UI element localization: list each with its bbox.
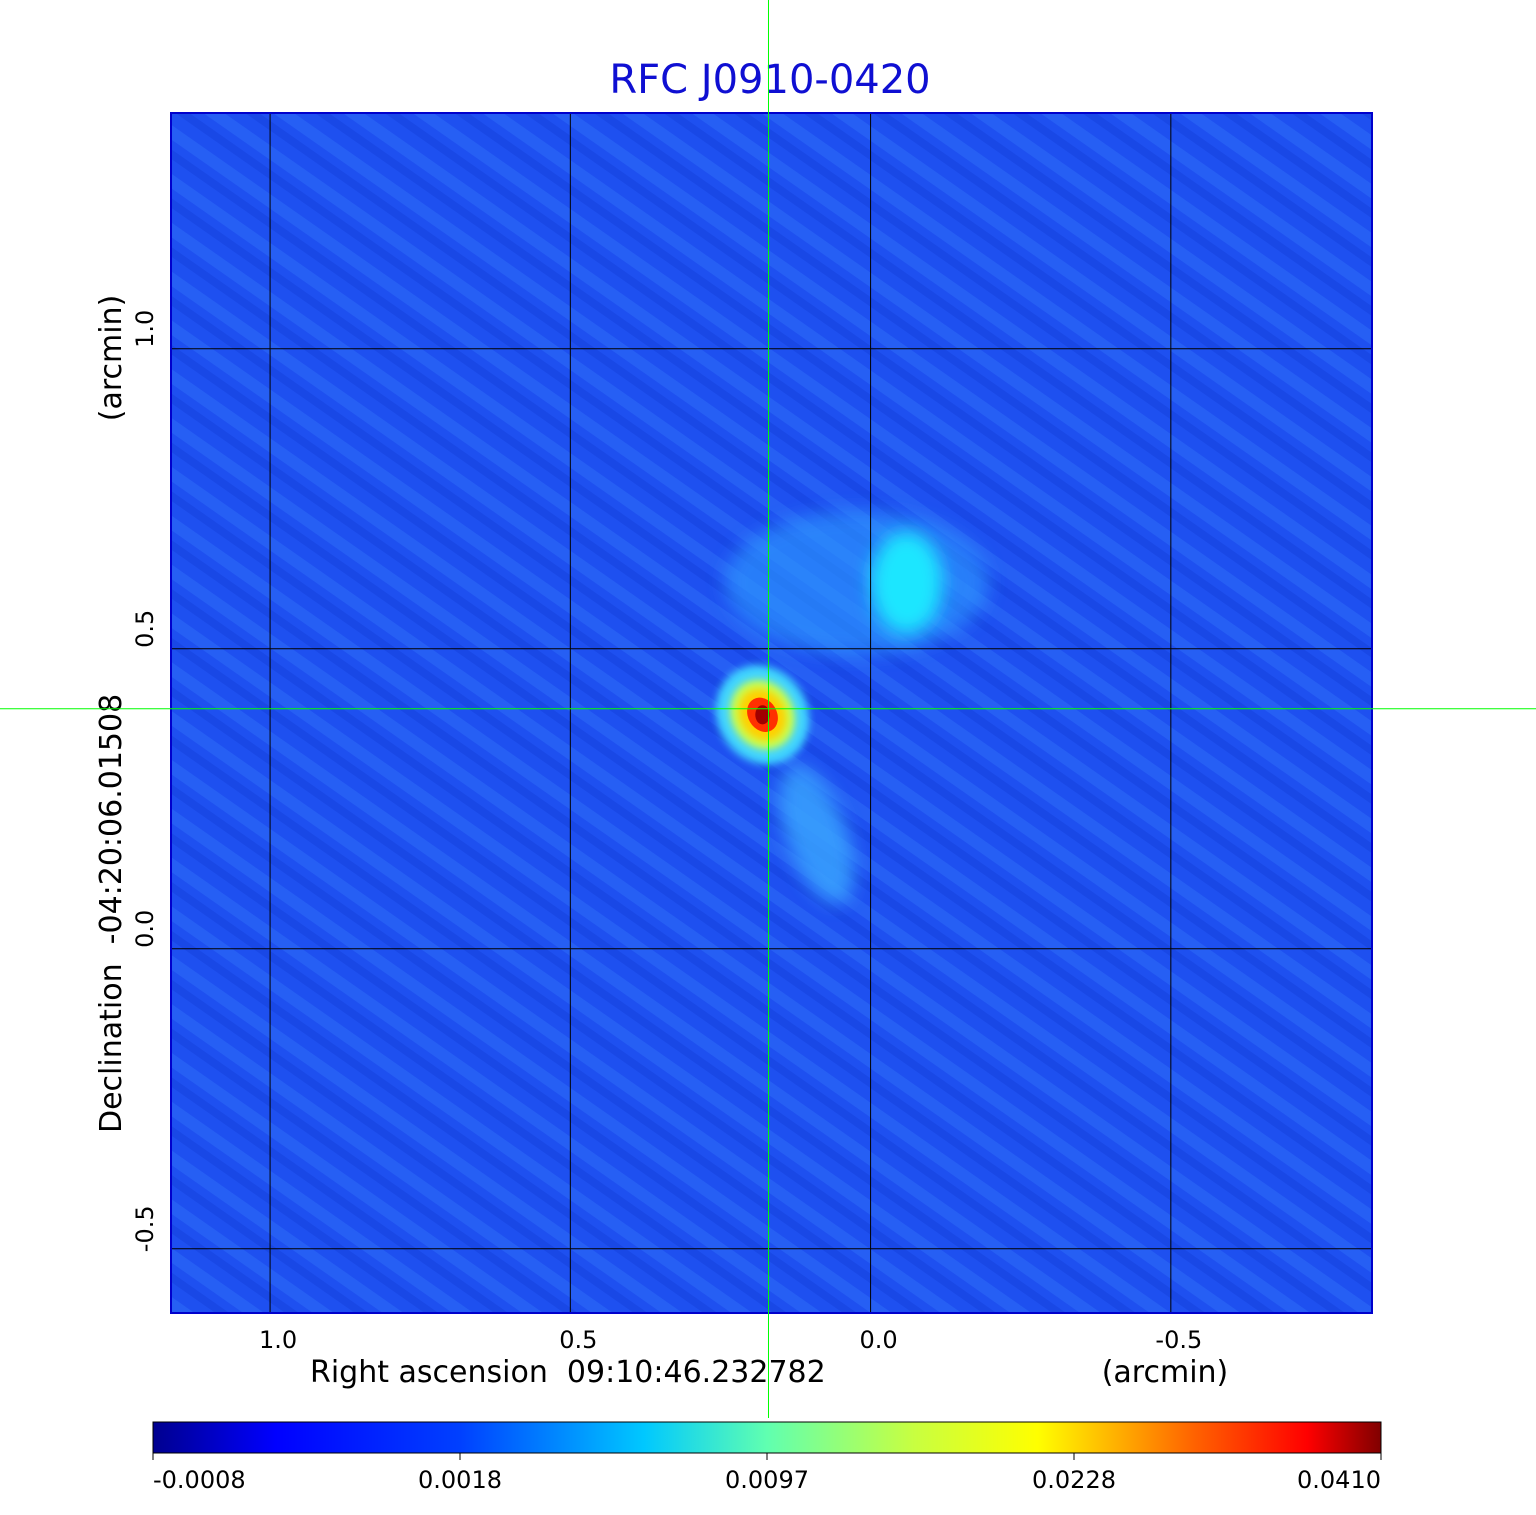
crosshair	[0, 0, 1536, 1418]
source-tail	[779, 766, 855, 904]
x-axis-label: Right ascension 09:10:46.232782	[310, 1355, 826, 1390]
y-tick-label-1: 0.5	[131, 610, 159, 648]
y-tick-label-2: 0.0	[131, 910, 159, 948]
x-tick-label-1: 0.5	[559, 1326, 597, 1354]
source-blob-core	[870, 531, 943, 634]
y-axis-label: Declination -04:20:06.01508	[94, 694, 129, 1133]
chart-title: RFC J0910-0420	[609, 57, 930, 103]
plot-frame	[170, 112, 1373, 1314]
colorbar-tick-label-1: 0.0018	[418, 1466, 502, 1494]
colorbar-tick-label-2: 0.0097	[725, 1466, 809, 1494]
x-tick-label-3: -0.5	[1155, 1326, 1202, 1354]
source-blob	[724, 510, 989, 655]
colorbar-tick-labels: -0.0008 0.0018 0.0097 0.0228 0.0410	[152, 1453, 1382, 1494]
x-tick-label-0: 1.0	[259, 1326, 297, 1354]
x-tick-labels: 1.0 0.5 0.0 -0.5	[259, 1326, 1202, 1354]
y-axis-unit: (arcmin)	[94, 295, 129, 422]
source-core-peak	[755, 705, 770, 725]
x-axis-unit: (arcmin)	[1102, 1355, 1229, 1390]
y-tick-label-0: 1.0	[131, 310, 159, 348]
source-tail-glow	[779, 766, 855, 904]
colorbar-gradient	[152, 1421, 1382, 1454]
heatmap-image	[171, 113, 1372, 1313]
x-tick-label-2: 0.0	[859, 1326, 897, 1354]
y-tick-labels: 1.0 0.5 0.0 -0.5	[131, 310, 159, 1253]
colorbar-tick-label-3: 0.0228	[1032, 1466, 1116, 1494]
source-core	[715, 665, 810, 765]
colorbar-tick-label-4: 0.0410	[1297, 1466, 1381, 1494]
colorbar: -0.0008 0.0018 0.0097 0.0228 0.0410	[152, 1421, 1382, 1494]
sources-layer	[715, 510, 989, 904]
y-tick-label-3: -0.5	[131, 1205, 159, 1252]
grid-lines	[171, 113, 1372, 1313]
colorbar-tick-label-0: -0.0008	[153, 1466, 246, 1494]
source-blob-halo	[724, 510, 989, 655]
